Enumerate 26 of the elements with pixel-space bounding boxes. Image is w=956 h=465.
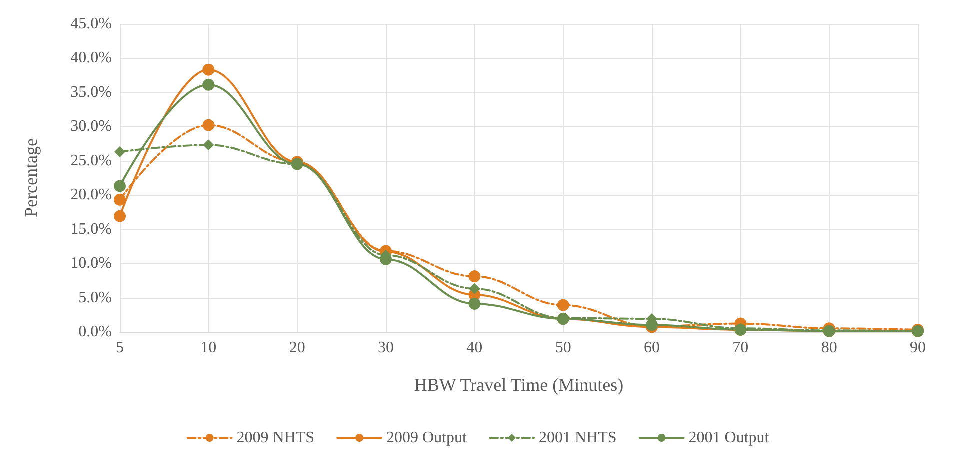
x-tick-label: 30 [378,340,394,356]
y-axis-title: Percentage [21,138,41,218]
x-tick-label: 80 [821,340,838,356]
x-tick-label: 60 [644,340,660,356]
legend-label: 2009 NHTS [236,430,315,446]
y-tick-label: 40.0% [70,50,112,67]
x-tick-label: 70 [732,340,749,356]
x-tick-label: 20 [289,340,306,356]
y-tick-label: 15.0% [70,220,112,238]
y-tick-label: 30.0% [70,118,112,136]
y-tick-label: 0.0% [78,324,112,340]
y-tick-label: 20.0% [70,186,112,204]
legend-label: 2009 Output [386,430,468,446]
y-tick-label: 25.0% [70,152,112,170]
y-tick-label: 35.0% [70,84,112,101]
x-tick-label: 90 [910,340,926,356]
x-axis-title: HBW Travel Time (Minutes) [414,375,624,395]
x-tick-label: 10 [200,340,217,356]
y-tick-label: 45.0% [70,16,112,32]
x-tick-label: 40 [466,340,483,356]
x-tick-label: 5 [116,340,124,356]
legend-label: 2001 Output [688,430,770,446]
y-tick-label: 10.0% [70,255,112,272]
legend-label: 2001 NHTS [539,430,617,446]
y-tick-label: 5.0% [78,289,112,306]
x-tick-label: 50 [555,340,572,356]
